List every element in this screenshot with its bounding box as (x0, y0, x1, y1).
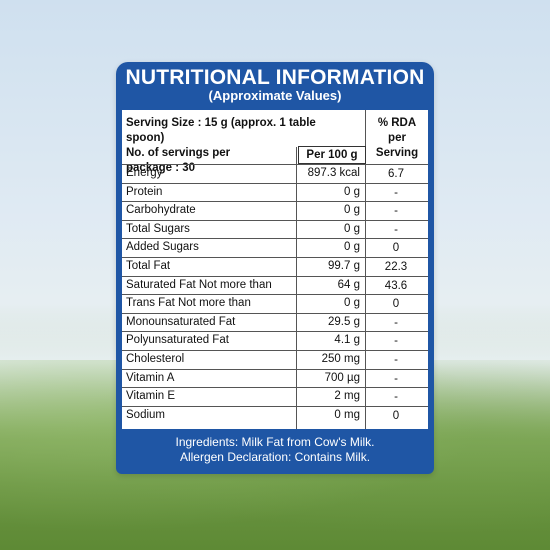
nutrient-name: Added Sugars (126, 241, 199, 254)
label-footer: Ingredients: Milk Fat from Cow's Milk. A… (116, 435, 434, 465)
servings-per-package-label: No. of servings per (126, 147, 231, 159)
table-row: Polyunsaturated Fat 4.1 g - (122, 331, 428, 350)
nutrient-rda: 0 (392, 242, 400, 255)
nutrient-value: 0 g (344, 297, 360, 310)
table-row: Cholesterol 250 mg - (122, 349, 428, 369)
nutrient-value: 700 µg (324, 371, 360, 384)
table-row: Monounsaturated Fat 29.5 g - (122, 312, 428, 332)
table-row: Sodium 0 mg 0 (122, 405, 428, 425)
nutrient-rda: - (394, 205, 398, 218)
nutrition-table: Serving Size : 15 g (approx. 1 table spo… (122, 110, 428, 429)
nutrient-name: Polyunsaturated Fat (126, 334, 229, 347)
nutrient-value: 4.1 g (334, 334, 360, 347)
label-title: NUTRITIONAL INFORMATION (125, 66, 425, 89)
rda-header-line3: Serving (375, 147, 419, 159)
table-row: Vitamin A 700 µg - (122, 368, 428, 388)
table-row: Trans Fat Not more than 0 g 0 (122, 294, 428, 313)
nutrient-name: Saturated Fat Not more than (126, 278, 272, 291)
serving-info: Serving Size : 15 g (approx. 1 table spo… (126, 116, 326, 176)
per-100g-header: Per 100 g (298, 146, 366, 164)
table-row: Added Sugars 0 g 0 (122, 238, 428, 257)
nutrient-value: 29.5 g (328, 315, 360, 328)
nutrient-value: 0 g (344, 185, 360, 198)
nutrient-rows: Energy 897.3 kcal 6.7 Protein 0 g - Carbohyd… (122, 164, 428, 424)
nutrient-value: 0 g (344, 204, 360, 217)
nutrient-name: Trans Fat Not more than (126, 297, 251, 310)
table-row: Energy 897.3 kcal 6.7 (122, 164, 428, 183)
nutrient-rda: 43.6 (384, 279, 408, 292)
nutrient-rda: - (394, 391, 398, 404)
nutrient-name: Monounsaturated Fat (126, 315, 236, 328)
nutrition-label: NUTRITIONAL INFORMATION (Approximate Val… (116, 62, 434, 474)
serving-size: Serving Size : 15 g (approx. 1 table spo… (126, 117, 316, 144)
nutrient-name: Total Sugars (126, 222, 190, 235)
nutrient-name: Carbohydrate (126, 204, 196, 217)
nutrient-rda: - (394, 372, 398, 385)
table-row: Carbohydrate 0 g - (122, 201, 428, 220)
nutrient-value: 99.7 g (328, 259, 360, 272)
label-subtitle: (Approximate Values) (208, 88, 342, 103)
nutrient-rda: 0 (392, 409, 400, 422)
table-row: Total Fat 99.7 g 22.3 (122, 256, 428, 276)
nutrient-rda: 6.7 (388, 168, 404, 180)
column-divider-value (296, 147, 297, 429)
allergen-text: Allergen Declaration: Contains Milk. (179, 450, 371, 464)
nutrient-rda: 0 (392, 298, 400, 311)
nutrient-name: Vitamin E (126, 390, 176, 403)
nutrient-name: Vitamin A (126, 371, 175, 384)
nutrient-name: Total Fat (126, 259, 171, 272)
rda-header-line2: per (388, 132, 406, 144)
column-divider-rda (365, 110, 366, 429)
table-row: Protein 0 g - (122, 182, 428, 202)
nutrient-rda: - (394, 186, 398, 199)
nutrient-name: Cholesterol (126, 352, 185, 365)
nutrient-name: Protein (126, 185, 163, 198)
nutrient-rda: - (394, 316, 398, 329)
nutrient-name: Energy (126, 167, 163, 179)
table-row: Saturated Fat Not more than 64 g 43.6 (122, 275, 428, 295)
servings-per-package-value: package : 30 (126, 162, 196, 174)
nutrient-name: Sodium (126, 408, 165, 421)
ingredients-text: Ingredients: Milk Fat from Cow's Milk. (175, 435, 375, 449)
nutrient-value: 2 mg (334, 390, 360, 403)
nutrient-value: 0 mg (334, 408, 360, 421)
rda-header-line1: % RDA (377, 117, 417, 129)
nutrient-value: 64 g (337, 278, 360, 291)
nutrient-value: 897.3 kcal (307, 167, 360, 179)
nutrient-value: 0 g (344, 222, 360, 235)
nutrient-rda: - (394, 353, 398, 366)
nutrient-rda: - (394, 223, 398, 236)
nutrient-value: 250 mg (321, 352, 360, 365)
nutrient-rda: 22.3 (384, 260, 408, 273)
table-row: Total Sugars 0 g - (122, 219, 428, 239)
nutrient-rda: - (394, 335, 398, 348)
rda-header: % RDA per Serving (368, 116, 426, 161)
nutrient-value: 0 g (344, 241, 360, 254)
table-row: Vitamin E 2 mg - (122, 387, 428, 406)
